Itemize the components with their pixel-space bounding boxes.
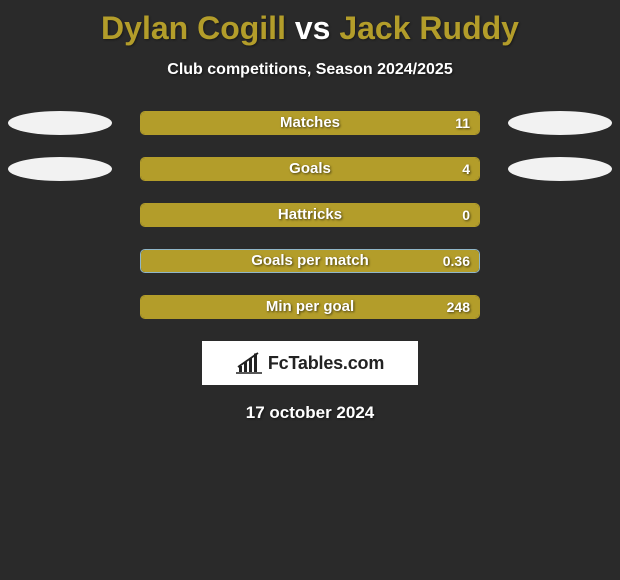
player1-value-ellipse — [8, 157, 112, 181]
stat-bar-track — [140, 111, 480, 135]
subtitle: Club competitions, Season 2024/2025 — [0, 61, 620, 79]
stat-row: Matches11 — [0, 111, 620, 135]
brand-name: FcTables.com — [268, 353, 384, 374]
player2-value-ellipse — [508, 111, 612, 135]
stat-bar-fill — [141, 204, 479, 226]
player1-value-ellipse — [8, 111, 112, 135]
stat-row: Hattricks0 — [0, 203, 620, 227]
brand-chart-icon — [236, 352, 264, 374]
stat-bar-fill — [141, 112, 479, 134]
stat-bar-track — [140, 295, 480, 319]
player2-name: Jack Ruddy — [339, 10, 519, 46]
vs-text: vs — [295, 10, 331, 46]
stat-row: Min per goal248 — [0, 295, 620, 319]
stat-bar-fill — [141, 250, 479, 272]
stat-bar-track — [140, 157, 480, 181]
stat-bar-track — [140, 249, 480, 273]
comparison-title: Dylan Cogill vs Jack Ruddy — [0, 0, 620, 47]
stat-bar-fill — [141, 158, 479, 180]
date-text: 17 october 2024 — [0, 403, 620, 423]
stats-container: Matches11 Goals4 Hattricks0 Goals per match… — [0, 111, 620, 319]
player2-value-ellipse — [508, 157, 612, 181]
stat-bar-fill — [141, 296, 479, 318]
brand-logo[interactable]: FcTables.com — [202, 341, 418, 385]
player1-name: Dylan Cogill — [101, 10, 286, 46]
stat-bar-track — [140, 203, 480, 227]
stat-row: Goals4 — [0, 157, 620, 181]
stat-row: Goals per match0.36 — [0, 249, 620, 273]
